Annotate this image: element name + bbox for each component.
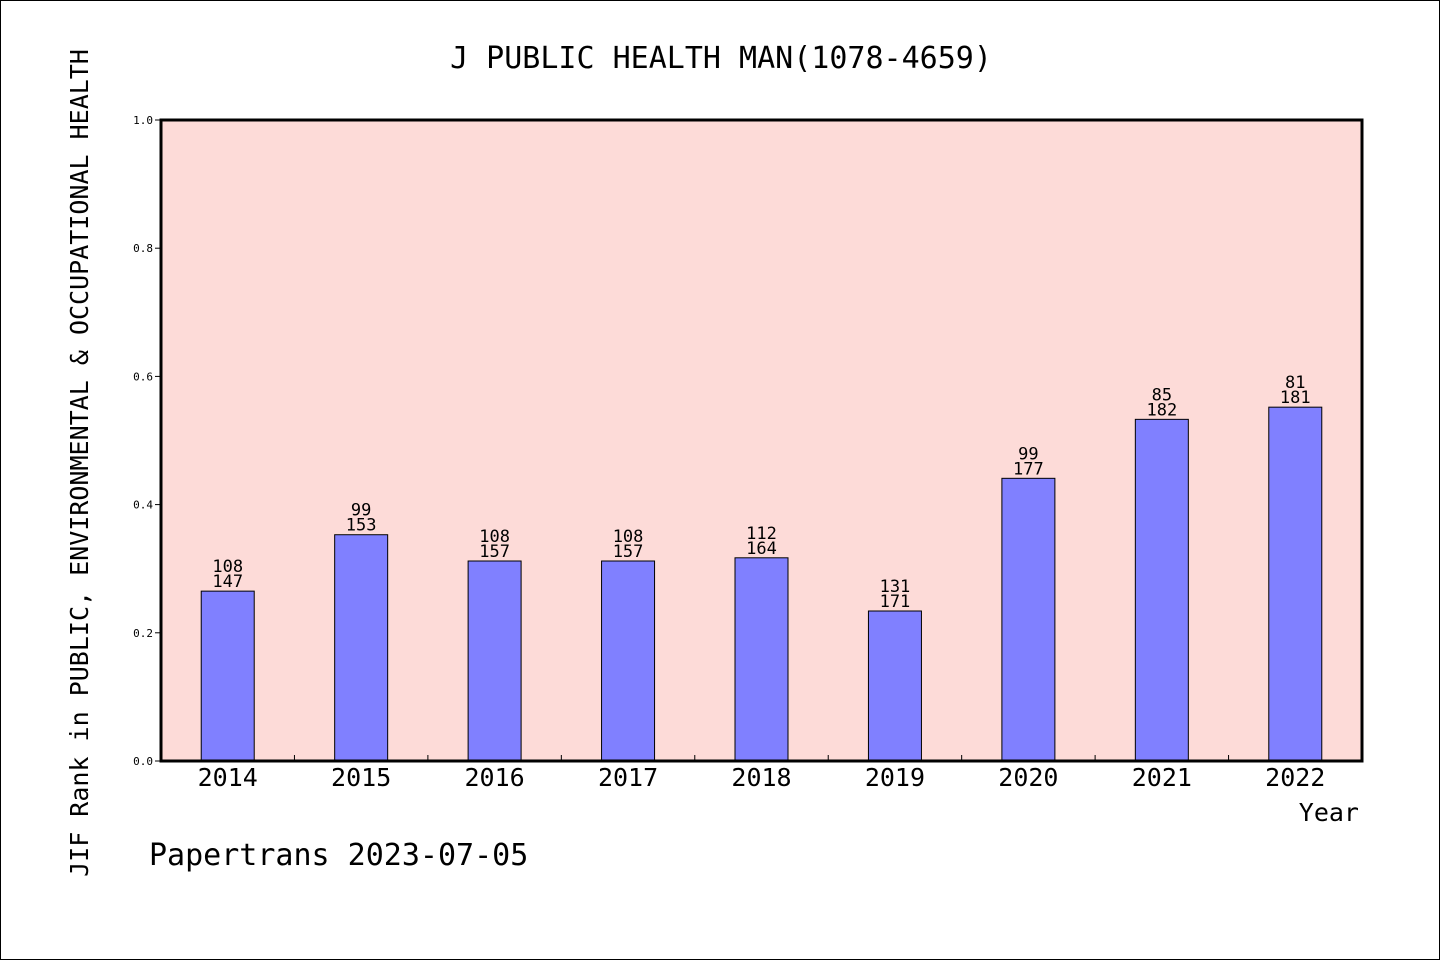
bar-labels: 1081479915310815710815711216413117199177… [212, 373, 1310, 612]
bar-rank-label: 131 [880, 577, 911, 597]
footer-text: Papertrans 2023-07-05 [149, 838, 528, 873]
bars [200, 406, 1323, 762]
bar-rank-label: 81 [1285, 373, 1305, 393]
x-tick-label: 2018 [731, 763, 791, 792]
x-tick-label: 2016 [465, 763, 525, 792]
bar-total-label: 177 [1013, 459, 1044, 479]
chart-title: J PUBLIC HEALTH MAN(1078-4659) [450, 41, 992, 76]
x-axis-label: Year [1299, 798, 1359, 827]
bar-total-label: 164 [746, 539, 777, 559]
y-tick-label: 0.2 [133, 627, 153, 640]
y-axis-ticks: 0.0 0.2 0.4 0.6 0.8 1.0 [133, 114, 161, 768]
bar-total-label: 181 [1280, 388, 1311, 408]
bar-2020 [1001, 477, 1056, 762]
bar-2018 [734, 557, 789, 762]
bar-total-label: 157 [613, 542, 644, 562]
bar-total-label: 171 [880, 592, 911, 612]
bar-rank-label: 108 [613, 527, 644, 547]
x-tick-label: 2021 [1132, 763, 1192, 792]
bar-2015 [334, 534, 389, 762]
bar-rank-label: 108 [479, 527, 510, 547]
bar-total-label: 147 [212, 572, 243, 592]
plot-frame [159, 118, 1364, 763]
bar-rank-label: 85 [1152, 385, 1172, 405]
bar-2021 [1134, 418, 1189, 762]
bar-2014 [200, 590, 255, 762]
y-tick-label: 0.4 [133, 499, 153, 512]
y-axis-label: JIF Rank in PUBLIC, ENVIRONMENTAL & OCCU… [65, 49, 94, 877]
x-tick-label: 2015 [331, 763, 391, 792]
bar-rank-label: 108 [212, 557, 243, 577]
y-tick-label: 0.6 [133, 370, 153, 383]
bar-2022 [1268, 406, 1323, 762]
bar-rank-label: 112 [746, 524, 777, 544]
y-tick-label: 0.8 [133, 242, 153, 255]
bar-rank-label: 99 [1018, 444, 1038, 464]
bar-2017 [601, 560, 656, 762]
bar-2016 [467, 560, 522, 762]
x-tick-label: 2014 [198, 763, 258, 792]
y-tick-label: 1.0 [133, 114, 153, 127]
x-tick-label: 2019 [865, 763, 925, 792]
bar-total-label: 182 [1146, 400, 1177, 420]
x-tick-label: 2022 [1265, 763, 1325, 792]
bar-rank-label: 99 [351, 501, 371, 521]
bar-2019 [867, 610, 922, 762]
bar-total-label: 157 [479, 542, 510, 562]
x-tick-label: 2020 [998, 763, 1058, 792]
y-tick-label: 0.0 [133, 755, 153, 768]
bar-total-label: 153 [346, 516, 377, 536]
x-tick-label: 2017 [598, 763, 658, 792]
x-axis-ticks: 2014 2015 2016 2017 2018 2019 2020 2021 2022 [198, 755, 1325, 792]
